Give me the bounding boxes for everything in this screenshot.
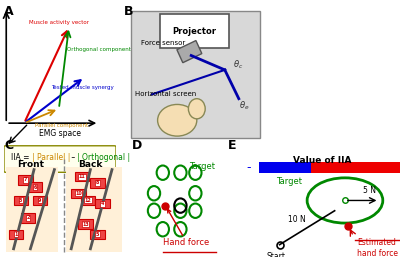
Text: –: – <box>69 153 78 162</box>
FancyBboxPatch shape <box>90 230 105 239</box>
Text: 12: 12 <box>85 198 91 203</box>
FancyBboxPatch shape <box>131 11 260 137</box>
Text: +: + <box>398 161 400 174</box>
Text: 9: 9 <box>38 198 42 203</box>
FancyBboxPatch shape <box>9 230 23 239</box>
Text: 10: 10 <box>75 191 82 196</box>
Text: Force sensor: Force sensor <box>141 40 185 45</box>
Text: Value of IIA: Value of IIA <box>293 156 352 165</box>
Text: 2: 2 <box>26 215 30 221</box>
Text: 5 N: 5 N <box>362 186 376 195</box>
FancyBboxPatch shape <box>33 196 47 205</box>
FancyBboxPatch shape <box>75 172 89 181</box>
FancyBboxPatch shape <box>21 213 35 223</box>
Text: 1: 1 <box>14 232 18 237</box>
Text: 6: 6 <box>34 185 37 190</box>
Text: 7: 7 <box>24 177 27 182</box>
Text: 4: 4 <box>101 201 104 206</box>
Text: -: - <box>246 161 251 174</box>
Text: Front: Front <box>17 160 44 169</box>
Text: A: A <box>4 5 14 18</box>
Text: 8: 8 <box>96 180 99 186</box>
FancyBboxPatch shape <box>28 182 42 192</box>
FancyBboxPatch shape <box>160 14 229 48</box>
Text: Orthogonal component: Orthogonal component <box>67 47 130 52</box>
FancyBboxPatch shape <box>95 199 110 208</box>
Text: C: C <box>4 139 13 152</box>
FancyBboxPatch shape <box>81 196 95 205</box>
Text: 3: 3 <box>19 198 22 203</box>
Ellipse shape <box>188 99 205 119</box>
Text: Estimated
hand force: Estimated hand force <box>357 238 398 257</box>
Text: Tested muscle synergy: Tested muscle synergy <box>51 85 114 90</box>
Text: Target: Target <box>276 177 302 187</box>
Text: Start
point: Start point <box>266 252 286 257</box>
Text: EMG space: EMG space <box>39 128 81 137</box>
FancyBboxPatch shape <box>71 189 86 198</box>
Text: Target: Target <box>190 162 216 171</box>
Text: 11: 11 <box>79 174 85 179</box>
Text: Back: Back <box>78 160 102 169</box>
FancyBboxPatch shape <box>18 175 33 185</box>
Text: Projector: Projector <box>172 26 216 35</box>
Text: D: D <box>132 139 142 152</box>
FancyBboxPatch shape <box>78 219 93 229</box>
Text: E: E <box>228 139 236 152</box>
FancyBboxPatch shape <box>14 196 28 205</box>
Text: Parallel component: Parallel component <box>35 123 88 128</box>
Text: Muscle activity vector: Muscle activity vector <box>29 20 89 25</box>
FancyBboxPatch shape <box>90 178 105 188</box>
Text: Horizontal screen: Horizontal screen <box>135 91 196 97</box>
Text: B: B <box>124 5 134 18</box>
Text: IIA =: IIA = <box>11 153 32 162</box>
Bar <box>310 162 400 173</box>
Text: 13: 13 <box>82 222 89 227</box>
Polygon shape <box>6 167 58 252</box>
Text: $\theta_e$: $\theta_e$ <box>239 100 249 112</box>
Text: Hand force: Hand force <box>164 209 210 247</box>
Bar <box>259 162 310 173</box>
Polygon shape <box>66 167 122 252</box>
Text: $\theta_c$: $\theta_c$ <box>233 58 244 70</box>
Text: 10 N: 10 N <box>288 215 306 224</box>
Text: | Orthogonal |: | Orthogonal | <box>77 153 130 162</box>
Bar <box>177 41 202 63</box>
FancyBboxPatch shape <box>4 146 116 172</box>
Text: | Parallel |: | Parallel | <box>32 153 70 162</box>
Ellipse shape <box>158 104 197 136</box>
Text: 5: 5 <box>96 232 99 237</box>
